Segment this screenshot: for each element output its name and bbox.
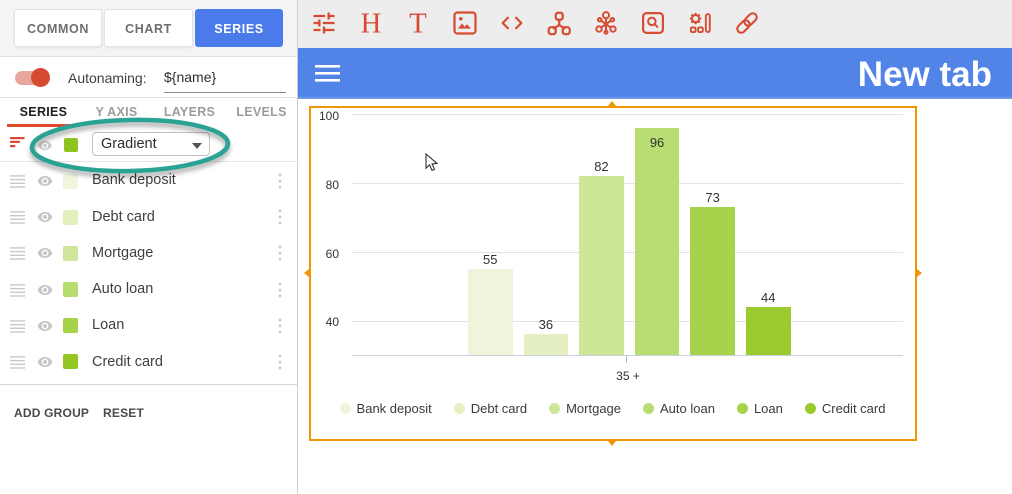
svg-text:H: H <box>361 9 382 37</box>
svg-text:T: T <box>409 9 426 37</box>
